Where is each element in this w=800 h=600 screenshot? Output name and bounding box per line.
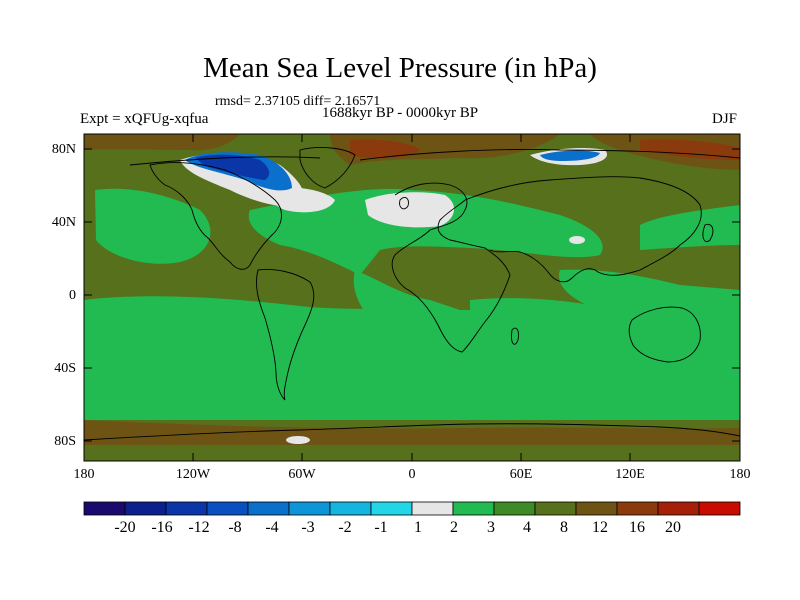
colorbar-swatch bbox=[247, 501, 290, 516]
colorbar-label: 20 bbox=[665, 519, 681, 536]
lon-label-0: 0 bbox=[408, 467, 416, 482]
lon-label-60w: 60W bbox=[288, 467, 316, 482]
coast-south-america bbox=[255, 269, 315, 401]
lon-label-180w: 180 bbox=[73, 467, 95, 482]
colorbar-swatch bbox=[165, 501, 208, 516]
coast-europe-africa bbox=[391, 182, 511, 353]
colorbar-label: 12 bbox=[592, 519, 608, 536]
colorbar-label: 1 bbox=[414, 519, 422, 536]
colorbar-label: -20 bbox=[114, 519, 136, 536]
colorbar-swatch bbox=[124, 501, 167, 516]
lat-label-40s: 40S bbox=[54, 361, 76, 376]
period-subtitle: 1688kyr BP - 0000kyr BP bbox=[322, 105, 479, 121]
colorbar-swatch bbox=[575, 501, 618, 516]
pressure-field bbox=[84, 134, 740, 461]
colorbar-label: -8 bbox=[228, 519, 242, 536]
colorbar-swatch bbox=[493, 501, 536, 516]
lat-label-40n: 40N bbox=[51, 215, 76, 230]
field-south-pacific bbox=[84, 296, 460, 330]
field-europe-low bbox=[365, 192, 455, 228]
lat-label-80n: 80N bbox=[51, 142, 76, 157]
field-arctic-high bbox=[640, 139, 740, 160]
field-nw-pacific bbox=[640, 205, 740, 250]
colorbar-swatch bbox=[698, 501, 741, 516]
coast-uk bbox=[399, 197, 409, 210]
lon-label-180e: 180 bbox=[729, 467, 751, 482]
field-north-pacific bbox=[95, 188, 211, 264]
experiment-label: Expt = xQFUg-xqfua bbox=[80, 111, 209, 127]
colorbar-label: 8 bbox=[560, 519, 568, 536]
field-siberia-low bbox=[540, 150, 600, 161]
axis-ticks bbox=[83, 134, 741, 461]
colorbar-swatch bbox=[370, 501, 413, 516]
coast-arctic-rim bbox=[129, 149, 740, 166]
colorbar-label: -12 bbox=[188, 519, 210, 536]
colorbar-label: 4 bbox=[523, 519, 531, 536]
coastlines bbox=[84, 147, 740, 441]
field-tibet-low bbox=[569, 236, 585, 244]
coast-north-america bbox=[149, 162, 282, 270]
colorbar-label: -3 bbox=[301, 519, 315, 536]
coast-madagascar bbox=[511, 327, 519, 345]
field-atlantic-eurasia bbox=[248, 189, 603, 275]
coast-australia bbox=[628, 306, 701, 363]
coast-asia bbox=[464, 176, 702, 283]
field-south-indian bbox=[470, 298, 640, 345]
field-antarctic-spot bbox=[286, 436, 310, 444]
lon-label-120w: 120W bbox=[175, 467, 211, 482]
lat-label-80s: 80S bbox=[54, 434, 76, 449]
coast-antarctica bbox=[84, 423, 740, 441]
field-south-atlantic bbox=[353, 270, 460, 360]
field-arctic-ridge bbox=[350, 139, 420, 159]
colorbar-swatch bbox=[616, 501, 659, 516]
colorbar-label: 16 bbox=[629, 519, 645, 536]
field-atlantic-low bbox=[269, 187, 335, 213]
lat-label-0: 0 bbox=[69, 288, 76, 303]
colorbar-swatch bbox=[83, 501, 126, 516]
season-label: DJF bbox=[712, 111, 738, 127]
stats-subtitle: rmsd= 2.37105 diff= 2.16571 bbox=[215, 94, 381, 109]
colorbar-swatch bbox=[657, 501, 700, 516]
colorbar-swatch bbox=[534, 501, 577, 516]
colorbar-label: -1 bbox=[374, 519, 388, 536]
colorbar-swatch bbox=[329, 501, 372, 516]
field-na-low-core bbox=[195, 154, 270, 180]
lon-label-60e: 60E bbox=[509, 467, 533, 482]
colorbar-swatch bbox=[411, 501, 454, 516]
colorbar-label: 3 bbox=[487, 519, 495, 536]
field-arctic-west bbox=[84, 134, 240, 151]
colorbar-label: -16 bbox=[151, 519, 173, 536]
coast-greenland bbox=[299, 147, 356, 189]
coast-japan bbox=[702, 223, 714, 243]
colorbar-swatch bbox=[288, 501, 331, 516]
colorbar-swatch bbox=[452, 501, 495, 516]
colorbar-label: 2 bbox=[450, 519, 458, 536]
colorbar-label: -2 bbox=[338, 519, 352, 536]
colorbar bbox=[83, 501, 741, 516]
colorbar-label: -4 bbox=[265, 519, 279, 536]
colorbar-swatch bbox=[206, 501, 249, 516]
plot-title: Mean Sea Level Pressure (in hPa) bbox=[203, 52, 597, 84]
field-indian-ocean bbox=[559, 269, 740, 330]
lon-label-120e: 120E bbox=[615, 467, 645, 482]
